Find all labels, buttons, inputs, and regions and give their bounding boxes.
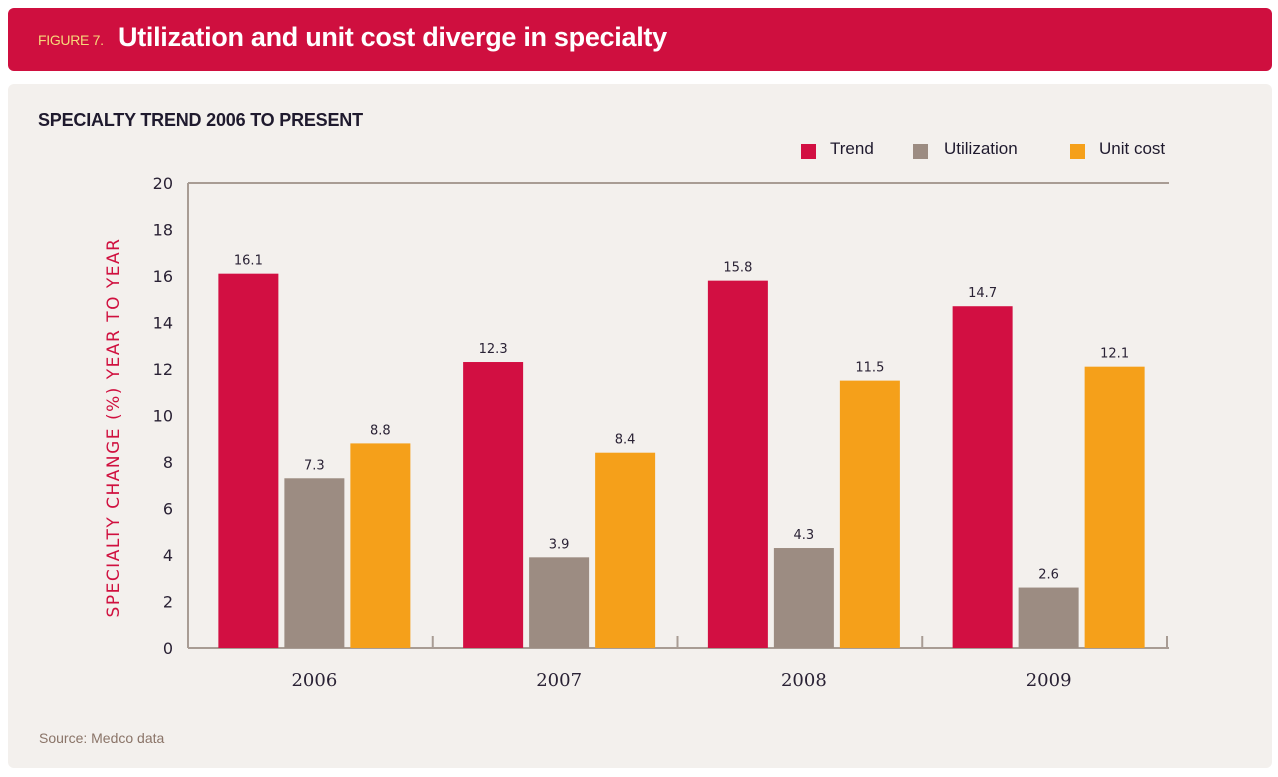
data-label: 3.9 <box>549 537 570 552</box>
y-tick-label: 8 <box>163 453 173 472</box>
data-label: 11.5 <box>855 361 884 376</box>
data-label: 8.4 <box>615 433 636 448</box>
chart-title: SPECIALTY TREND 2006 TO PRESENT <box>38 110 363 130</box>
bar-trend <box>218 273 279 648</box>
data-label: 15.8 <box>723 261 752 276</box>
y-tick-label: 16 <box>153 267 173 286</box>
legend-swatch-unit-cost <box>1070 144 1085 159</box>
bar-utilization <box>529 557 590 648</box>
legend-label: Utilization <box>944 139 1018 158</box>
figure-number: FIGURE 7. <box>38 32 104 48</box>
bar-unit-cost <box>350 443 411 648</box>
data-label: 16.1 <box>234 254 263 269</box>
bar-unit-cost <box>1084 366 1145 648</box>
bar-trend <box>952 306 1013 648</box>
data-label: 8.8 <box>370 423 391 438</box>
bar-trend <box>463 362 524 648</box>
y-tick-label: 6 <box>163 500 173 519</box>
data-label: 12.1 <box>1100 347 1129 362</box>
bar-unit-cost <box>839 380 900 648</box>
y-tick-label: 14 <box>153 314 173 333</box>
bar-trend <box>707 280 768 648</box>
data-label: 7.3 <box>304 458 325 473</box>
bar-utilization <box>773 548 834 648</box>
y-tick-label: 12 <box>153 360 173 379</box>
y-tick-label: 18 <box>153 221 173 240</box>
y-tick-label: 2 <box>163 593 173 612</box>
bar-utilization <box>1018 587 1079 648</box>
y-axis-label: SPECIALTY CHANGE (%) YEAR TO YEAR <box>104 238 124 618</box>
data-label: 12.3 <box>479 342 508 357</box>
bars <box>218 273 1145 648</box>
data-label: 14.7 <box>968 286 997 301</box>
x-category-label: 2007 <box>536 670 582 691</box>
data-label: 2.6 <box>1038 568 1059 583</box>
y-tick-label: 4 <box>163 546 173 565</box>
legend-label: Trend <box>830 139 874 158</box>
value-labels: 16.1 7.3 8.8 12.3 3.9 8.4 15.8 4.3 11.5 14.7 2.6 12… <box>234 254 1129 583</box>
figure-title: Utilization and unit cost diverge in spe… <box>118 22 667 52</box>
legend-swatch-utilization <box>913 144 928 159</box>
bar-utilization <box>284 478 345 648</box>
legend-swatch-trend <box>801 144 816 159</box>
y-tick-label: 0 <box>163 639 173 658</box>
source-note: Source: Medco data <box>39 730 165 746</box>
x-category-label: 2006 <box>291 670 337 691</box>
data-label: 4.3 <box>794 528 815 543</box>
bar-unit-cost <box>595 452 656 648</box>
legend-label: Unit cost <box>1099 139 1166 158</box>
y-tick-label: 10 <box>153 407 173 426</box>
x-category-label: 2008 <box>781 670 827 691</box>
x-category-label: 2009 <box>1026 670 1072 691</box>
figure-header: FIGURE 7. Utilization and unit cost dive… <box>8 8 1272 71</box>
y-tick-label: 20 <box>153 174 173 193</box>
